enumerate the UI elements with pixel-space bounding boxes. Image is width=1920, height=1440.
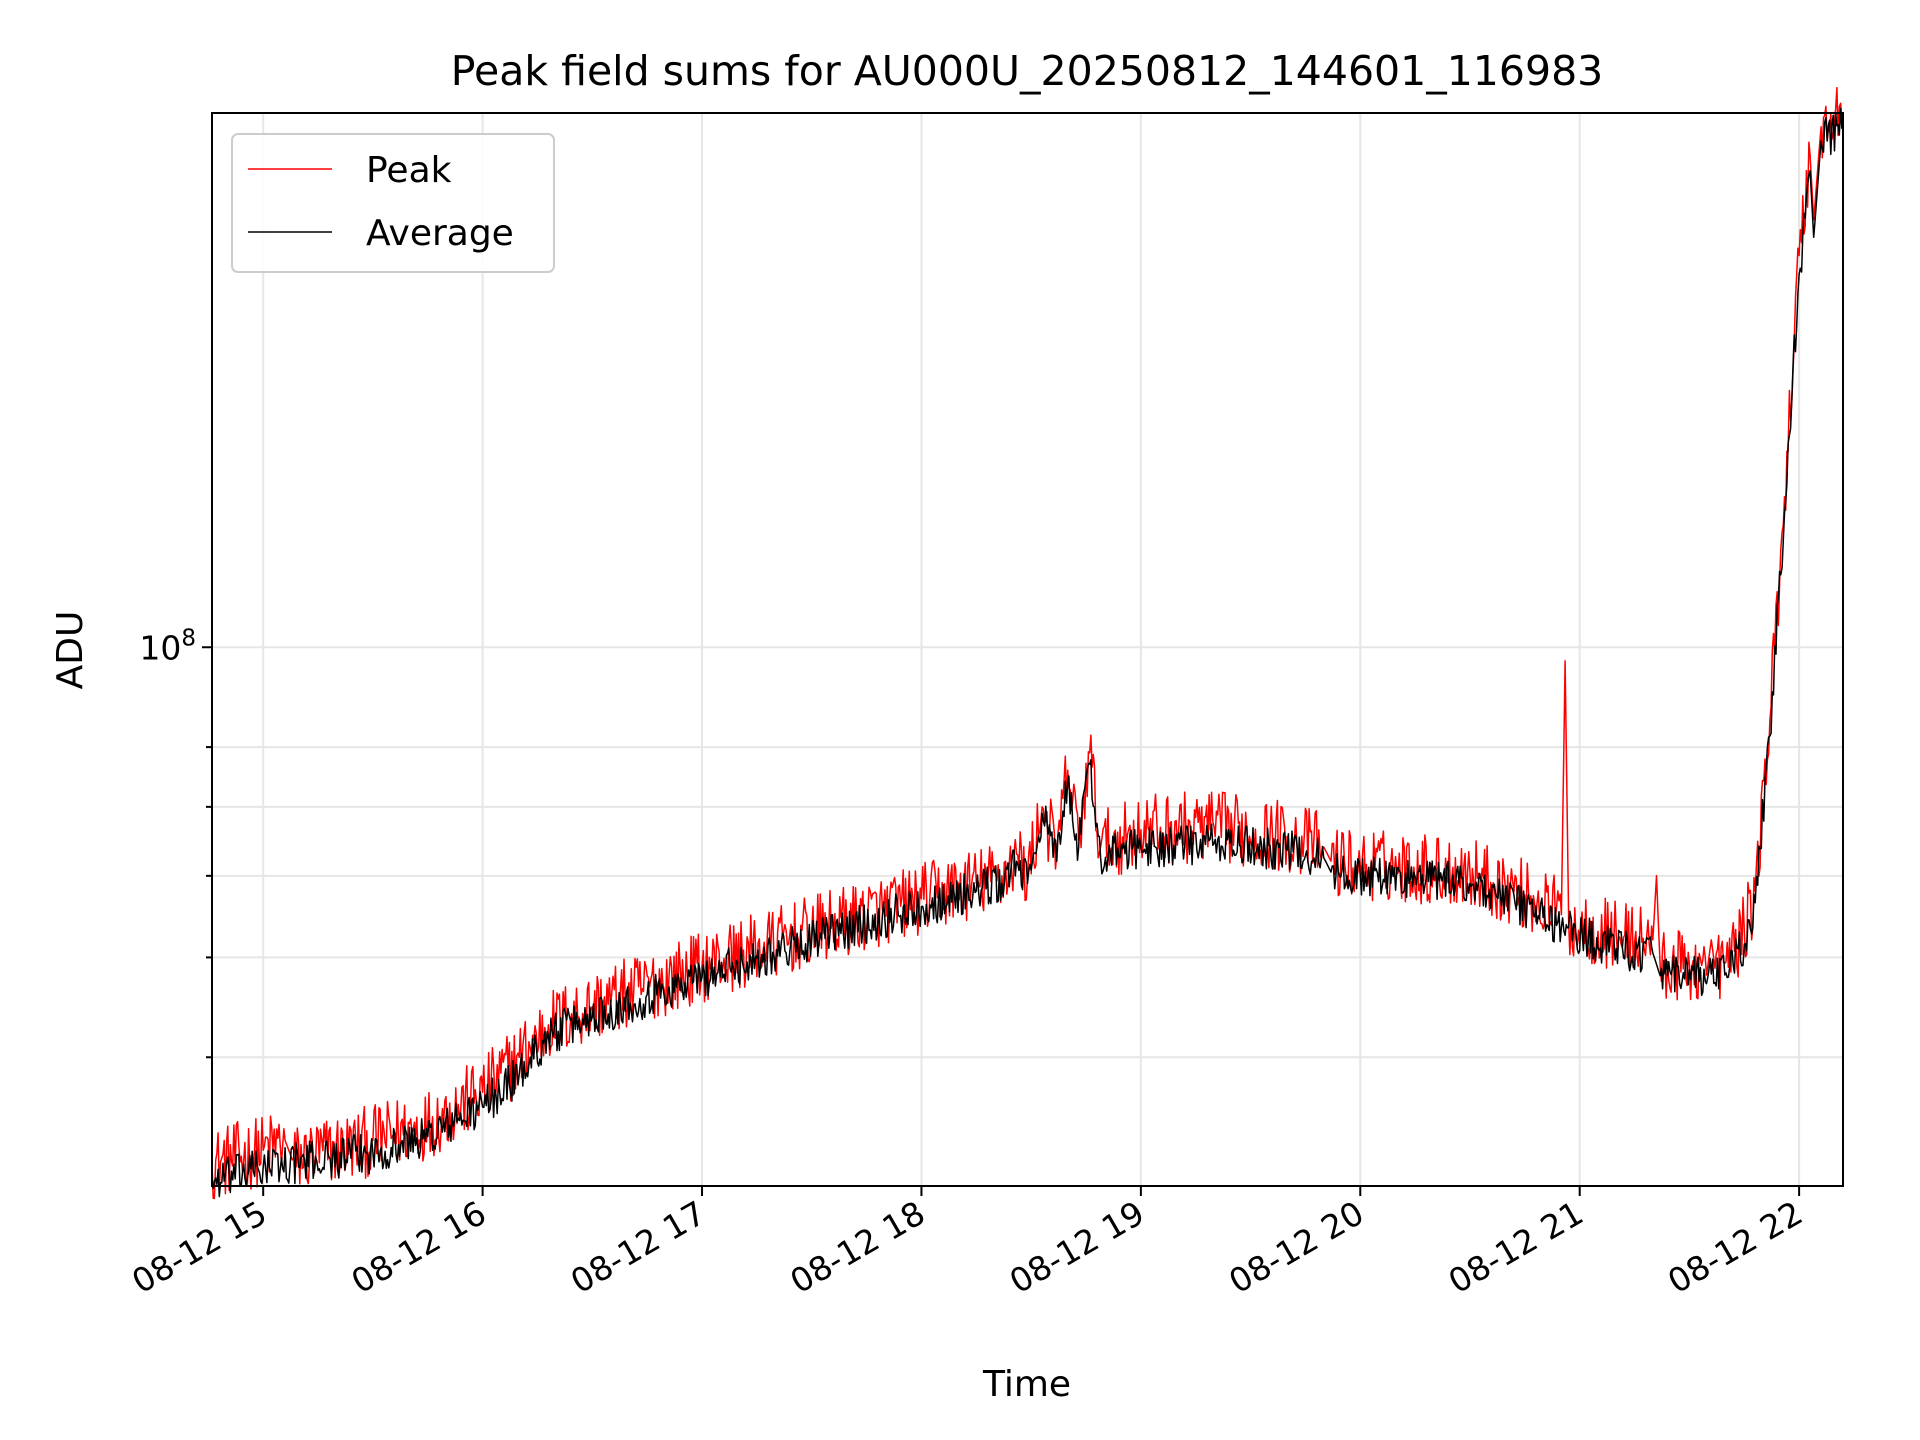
legend-label-peak: Peak [366,150,452,191]
legend-label-average: Average [366,213,514,254]
axes-frame [211,112,1844,1187]
x-axis-label: Time [982,1364,1071,1405]
chart-title: Peak field sums for AU000U_20250812_1446… [451,47,1604,95]
series-layer [211,86,1844,1200]
y-axis-label: ADU [50,611,91,690]
legend: Peak Average [231,133,555,273]
series-line-average [211,107,1844,1198]
y-tick-label: 108 [139,625,196,667]
